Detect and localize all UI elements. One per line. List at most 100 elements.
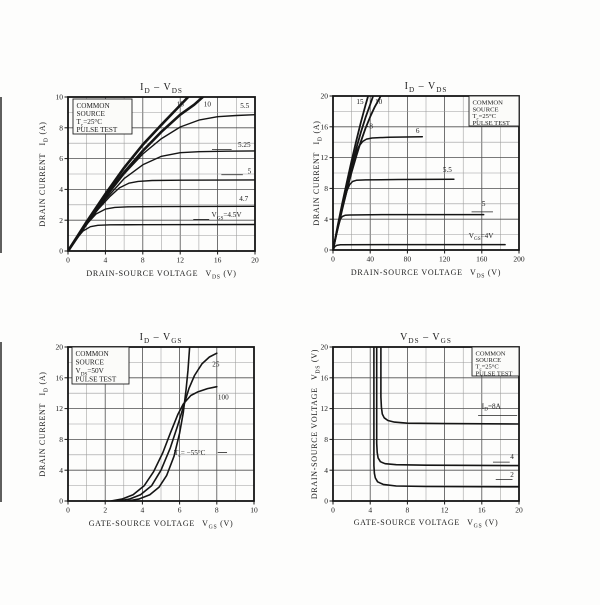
x-tick-label: 4 — [141, 506, 145, 515]
plot-border — [67, 96, 256, 252]
x-tick-label: 4 — [104, 256, 108, 265]
y-tick-label: 12 — [56, 404, 64, 413]
curve-Tc=100C — [110, 385, 218, 502]
conditions-line: SOURCE — [476, 357, 502, 364]
curves — [67, 96, 256, 252]
conditions-line: SOURCE — [473, 106, 499, 113]
conditions-line: COMMON — [76, 350, 110, 358]
y-axis-label: DRAIN CURRENT ID (A) — [38, 371, 50, 476]
y-axis-label: DRAIN-SOURCE VOLTAGE VDS (V) — [310, 349, 322, 499]
y-tick-label: 0 — [59, 497, 63, 506]
curve-Tc=-55C — [126, 346, 191, 502]
y-tick-label: 8 — [324, 435, 328, 444]
x-tick-label: 20 — [515, 506, 523, 515]
curve-VGS=4V — [332, 243, 506, 251]
curve-VGS=4.5V — [67, 223, 256, 252]
curves — [332, 95, 506, 251]
curve-label: 10 — [204, 100, 212, 108]
y-axis-label: DRAIN CURRENT ID (A) — [312, 120, 324, 225]
curve-label: 8 — [369, 122, 373, 130]
y-tick-label: 4 — [59, 185, 63, 194]
y-tick-label: 10 — [56, 93, 64, 102]
conditions-box — [71, 346, 130, 385]
y-tick-label: 20 — [56, 343, 64, 352]
y-tick-label: 16 — [321, 122, 329, 131]
curve-label: 2 — [510, 471, 514, 479]
x-tick-label: 12 — [441, 506, 449, 515]
y-tick-label: 4 — [324, 215, 328, 224]
y-tick-label: 16 — [321, 373, 329, 382]
curve-ID=8A — [380, 346, 520, 425]
curve-label: 5.25 — [238, 141, 251, 149]
chart-title: ID – VGS — [140, 332, 183, 345]
y-tick-label: 0 — [324, 246, 328, 255]
y-tick-label: 0 — [324, 497, 328, 506]
curve-VGS=8V — [332, 95, 382, 251]
curves — [373, 346, 520, 488]
chart-title: VDS – VGS — [400, 332, 452, 345]
conditions-box — [72, 98, 133, 135]
curve-Tc=25C — [117, 352, 218, 502]
y-tick-label: 16 — [56, 373, 64, 382]
x-axis-label: DRAIN-SOURCE VOLTAGE VDS (V) — [351, 268, 501, 280]
x-tick-label: 16 — [478, 506, 486, 515]
curves — [110, 346, 218, 502]
curve-label: VGS=4.5V — [212, 211, 243, 221]
chart-svg-id-vds-expanded: 0 4 8 12 16 20 0 2 4 6 8 10 ID – VDS DRAIN-SOURCE VOL… — [38, 82, 259, 281]
chart-id-vds-full: 0 40 80 120 160 200 0 4 8 12 16 20 ID – VDS DRAIN-SOU… — [300, 0, 600, 300]
y-tick-label: 6 — [59, 154, 63, 163]
x-axis-label: GATE-SOURCE VOLTAGE VGS (V) — [354, 518, 499, 530]
y-tick-label: 20 — [321, 92, 329, 101]
curve-label: 5.5 — [443, 166, 452, 174]
x-tick-label: 0 — [331, 255, 335, 264]
curve-ID=4A — [375, 346, 520, 467]
y-tick-label: 20 — [321, 343, 329, 352]
x-tick-label: 12 — [176, 256, 184, 265]
y-tick-label: 4 — [324, 466, 328, 475]
curve-label: 15 — [177, 100, 185, 108]
conditions-line: PULSE TEST — [76, 375, 117, 383]
y-tick-label: 8 — [324, 184, 328, 193]
conditions-box — [471, 346, 520, 377]
x-tick-label: 8 — [406, 506, 410, 515]
x-tick-label: 16 — [214, 256, 222, 265]
x-tick-label: 120 — [439, 255, 451, 264]
y-tick-label: 8 — [59, 123, 63, 132]
y-axis-label: DRAIN CURRENT ID (A) — [38, 121, 50, 226]
plot-border — [332, 346, 520, 502]
x-tick-label: 0 — [66, 256, 70, 265]
x-tick-label: 0 — [66, 506, 70, 515]
curve-ID=2A — [373, 346, 520, 488]
curve-label: 25 — [212, 361, 220, 369]
y-tick-label: 2 — [59, 216, 63, 225]
conditions-line: COMMON — [473, 100, 504, 107]
chart-svg-id-vds-full: 0 40 80 120 160 200 0 4 8 12 16 20 ID – VDS DRAIN-SOU… — [312, 81, 525, 280]
chart-svg-vds-vgs-saturation: 0 4 8 12 16 20 0 4 8 12 16 20 VDS – VGS GATE-SOURCE V… — [310, 332, 523, 530]
x-tick-label: 4 — [368, 506, 372, 515]
x-tick-label: 160 — [476, 255, 488, 264]
y-tick-label: 12 — [321, 153, 329, 162]
conditions-line: VDS=50V — [76, 367, 105, 377]
curve-label: VGS=4V — [469, 232, 494, 242]
curve-label: 4.7 — [239, 195, 248, 203]
plot-border — [67, 346, 255, 502]
conditions-line: PULSE TEST — [473, 120, 510, 127]
curve-label: Tc= −55°C — [174, 449, 206, 459]
chart-id-vds-expanded: 0 4 8 12 16 20 0 2 4 6 8 10 ID – VDS DRAIN-SOURCE VOL… — [0, 0, 300, 300]
curve-label: 4 — [510, 453, 514, 461]
conditions-line: Tc=25°C — [77, 118, 103, 128]
chart-title: ID – VDS — [140, 82, 183, 95]
conditions-line: PULSE TEST — [77, 126, 118, 134]
x-tick-label: 6 — [178, 506, 182, 515]
curve-label: 6 — [416, 127, 420, 135]
curve-VGS=5V — [332, 213, 485, 251]
conditions-box — [468, 95, 520, 127]
conditions-line: COMMON — [77, 102, 111, 110]
x-tick-label: 200 — [513, 255, 525, 264]
x-tick-label: 10 — [250, 506, 258, 515]
curve-label: 5.5 — [240, 102, 249, 110]
scan-artifact — [0, 342, 2, 502]
curve-label: 5 — [248, 167, 252, 175]
